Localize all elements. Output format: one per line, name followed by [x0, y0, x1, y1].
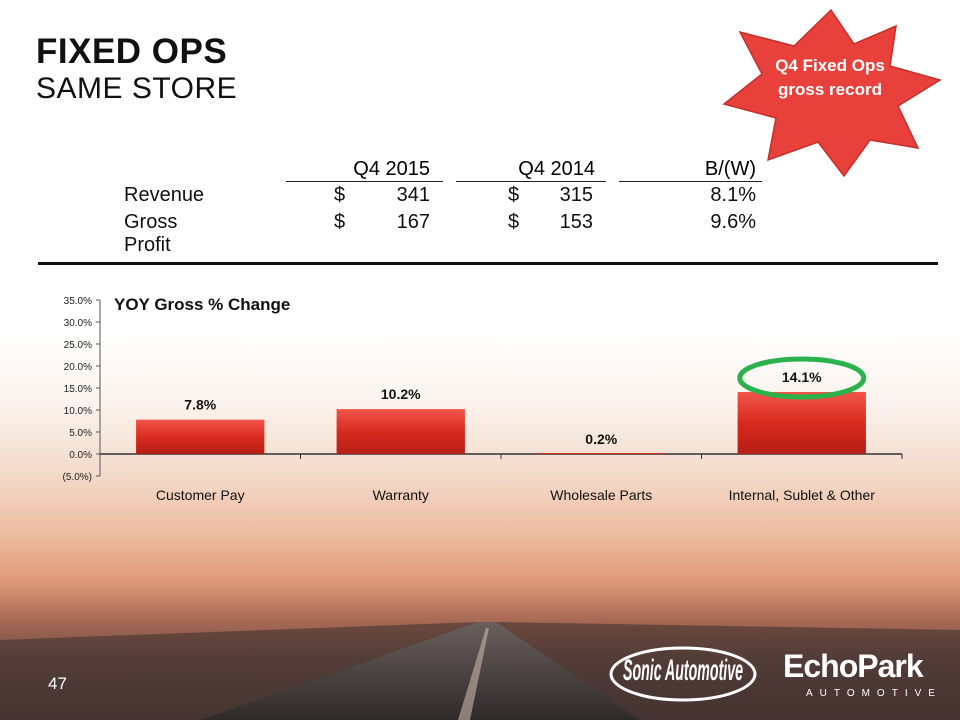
- currency-symbol: $: [508, 184, 520, 206]
- y-tick-label: 0.0%: [69, 450, 92, 461]
- col-underline: [619, 181, 762, 182]
- row-label-revenue: Revenue: [124, 184, 205, 206]
- y-tick-label: 30.0%: [64, 318, 92, 329]
- chart-title: YOY Gross % Change: [114, 295, 290, 314]
- col-underline: [456, 181, 606, 182]
- bar-2: [336, 409, 465, 454]
- gross-profit-q4-2014: 153: [559, 211, 593, 233]
- y-tick-label: 5.0%: [69, 428, 92, 439]
- y-tick-label: 35.0%: [64, 296, 92, 307]
- currency-symbol: $: [334, 184, 346, 206]
- col-header-q4-2015: Q4 2015: [353, 158, 430, 180]
- y-tick-label: (5.0%): [63, 472, 92, 483]
- starburst-callout-icon: [722, 8, 942, 178]
- col-header-bw: B/(W): [704, 158, 756, 180]
- revenue-change: 8.1%: [710, 184, 756, 206]
- page-title: FIXED OPS: [36, 32, 228, 71]
- page-number: 47: [48, 674, 67, 693]
- yoy-gross-change-chart: YOY Gross % Change 35.0% 30.0% 25.0% 20.0% 1…: [63, 295, 903, 503]
- gross-profit-change: 9.6%: [710, 211, 756, 233]
- col-underline: [286, 181, 443, 182]
- category-label: Internal, Sublet & Other: [729, 487, 876, 503]
- echopark-logo-text: EchoPark: [783, 648, 924, 684]
- currency-symbol: $: [334, 211, 346, 233]
- currency-symbol: $: [508, 211, 520, 233]
- gross-profit-q4-2015: 167: [396, 211, 430, 233]
- callout-text: Q4 Fixed Ops gross record: [775, 56, 885, 99]
- bar-4: [737, 391, 866, 454]
- highlight-circle: [737, 356, 867, 400]
- y-tick-label: 10.0%: [64, 406, 92, 417]
- col-header-q4-2014: Q4 2014: [518, 158, 595, 180]
- revenue-q4-2014: 315: [559, 184, 593, 206]
- category-label: Wholesale Parts: [550, 487, 652, 503]
- row-label-gross-profit: Gross Profit: [124, 211, 178, 256]
- y-tick-label: 15.0%: [64, 384, 92, 395]
- data-label: 0.2%: [585, 431, 617, 447]
- y-tick-label: 25.0%: [64, 340, 92, 351]
- data-label: 10.2%: [381, 386, 421, 402]
- data-label: 7.8%: [184, 397, 216, 413]
- bar-3: [537, 453, 666, 454]
- category-label: Warranty: [373, 487, 429, 503]
- data-label: 14.1%: [782, 369, 822, 385]
- page-subtitle: SAME STORE: [36, 72, 238, 105]
- sonic-logo-text: Sonic Automotive: [623, 654, 743, 687]
- category-label: Customer Pay: [156, 487, 245, 503]
- sonic-automotive-logo: Sonic Automotive: [609, 646, 757, 702]
- echopark-logo-subtext: AUTOMOTIVE: [806, 688, 942, 699]
- revenue-q4-2015: 341: [396, 184, 430, 206]
- y-tick-label: 20.0%: [64, 362, 92, 373]
- bar-1: [136, 419, 265, 454]
- section-divider: [38, 262, 938, 265]
